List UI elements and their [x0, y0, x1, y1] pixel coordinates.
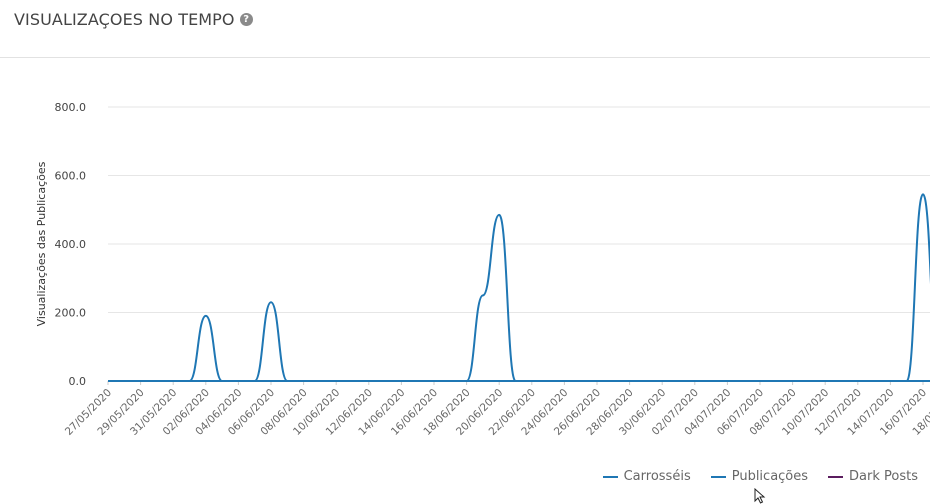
legend-item[interactable]: Carrosséis	[602, 469, 691, 484]
legend-swatch	[828, 475, 844, 478]
legend-item[interactable]: Publicações	[710, 469, 809, 484]
y-tick-label: 0.0	[69, 375, 87, 388]
question-circle-icon[interactable]: ?	[239, 12, 253, 26]
legend-swatch	[602, 475, 618, 478]
y-axis-title: Visualizações das Publicações	[35, 161, 48, 326]
legend-label: Publicações	[731, 469, 809, 484]
header-divider	[0, 57, 930, 58]
legend-label: Dark Posts	[849, 469, 918, 484]
chart-title: VISUALIZAÇOES NO TEMPO	[14, 9, 235, 29]
chart-header: VISUALIZAÇOES NO TEMPO ?	[14, 7, 253, 31]
y-tick-label: 600.0	[55, 170, 87, 183]
series-line-carross-is[interactable]	[108, 193, 930, 383]
y-tick-label: 800.0	[55, 101, 87, 114]
legend-label: Carrosséis	[623, 469, 691, 484]
mouse-cursor-icon	[754, 488, 766, 504]
chart-legend: Carrosséis Publicações Dark Posts	[602, 469, 918, 484]
line-chart: 0.0 200.0 400.0 600.0 800.0 Visualizações das…	[35, 101, 930, 438]
legend-item[interactable]: Dark Posts	[828, 469, 918, 484]
legend-swatch	[710, 475, 726, 478]
y-tick-label: 200.0	[55, 307, 87, 320]
y-tick-label: 400.0	[55, 238, 87, 251]
